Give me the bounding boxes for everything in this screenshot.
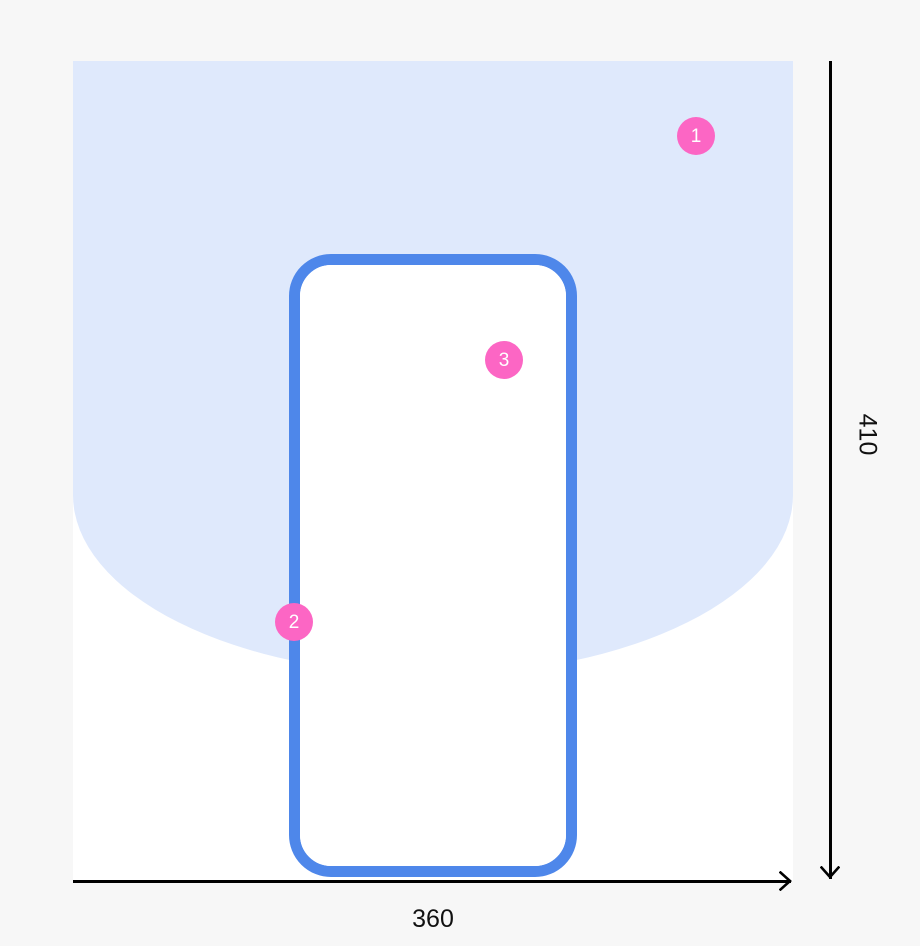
- arrow-down-icon: [819, 865, 841, 879]
- height-dimension-label: 410: [853, 413, 882, 456]
- annotation-marker-3-label: 3: [498, 349, 510, 371]
- annotation-marker-2-label: 2: [288, 611, 300, 633]
- phone-screen: [300, 265, 566, 866]
- annotation-marker-2[interactable]: 2: [275, 603, 313, 641]
- width-dimension-label: 360: [412, 905, 454, 933]
- arrow-right-icon: [778, 870, 792, 892]
- height-dimension-line: [829, 61, 832, 879]
- phone-device-frame: [289, 254, 577, 877]
- annotation-marker-1[interactable]: 1: [677, 117, 715, 155]
- annotation-marker-3[interactable]: 3: [485, 341, 523, 379]
- annotation-marker-1-label: 1: [690, 125, 702, 147]
- width-dimension-line: [73, 880, 791, 883]
